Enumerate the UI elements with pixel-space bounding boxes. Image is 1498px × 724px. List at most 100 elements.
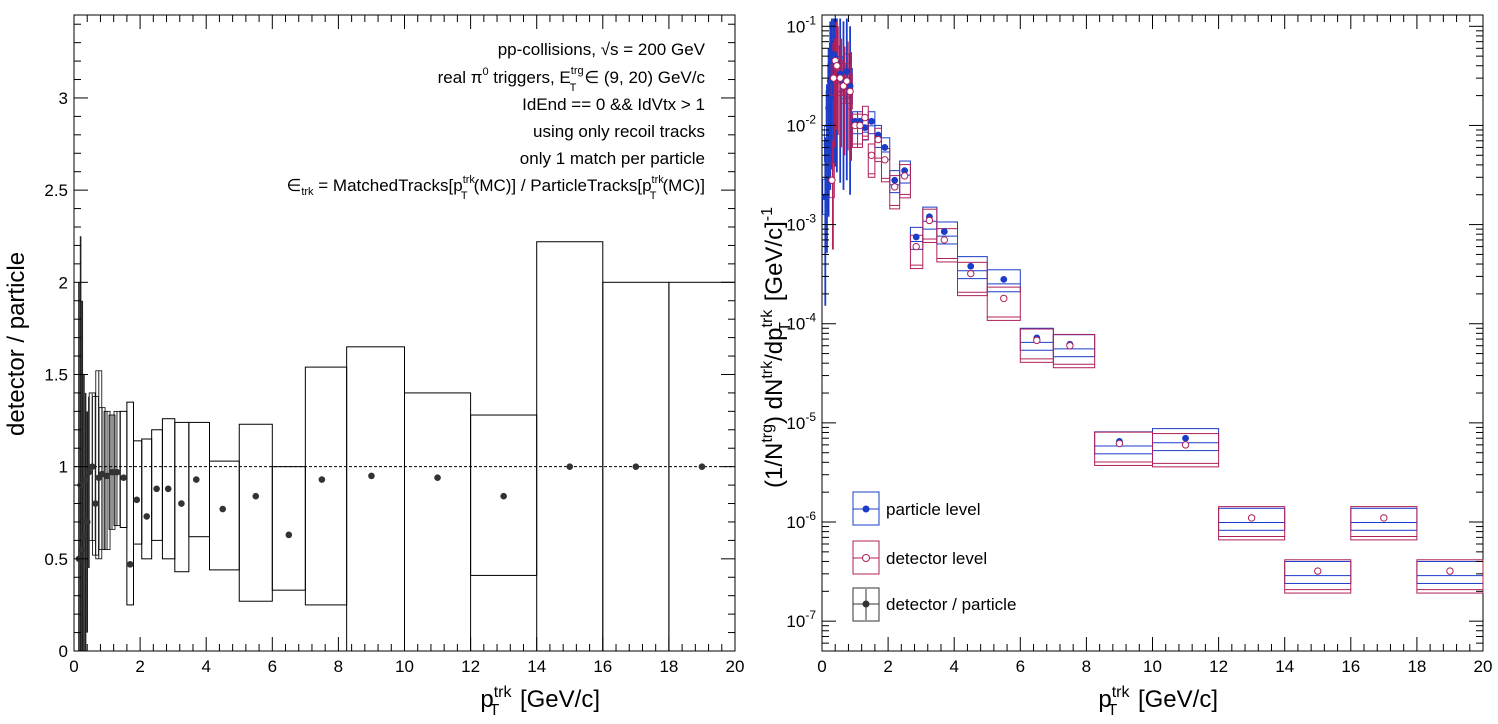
detector-point-4 (836, 74, 844, 82)
left-xtick-label: 12 (461, 657, 480, 676)
detector-box-12 (874, 127, 882, 163)
left-x-ticks: 0 2 4 6 8 10 12 14 16 18 20 (69, 15, 744, 676)
detector-box-20 (986, 286, 1021, 321)
right-data-points (821, 51, 1454, 575)
detector-point-25 (1247, 514, 1256, 522)
legend-marker-detector (862, 554, 870, 562)
legend-label-particle: particle level (886, 500, 981, 519)
left-data-points (75, 463, 706, 568)
detector-box-24 (1152, 433, 1220, 468)
detector-point-27 (1380, 514, 1388, 522)
particle-point-20 (912, 233, 920, 241)
ratio-point-21 (192, 476, 200, 483)
detector-box-23 (1094, 431, 1153, 466)
annotation-3: IdEnd == 0 && IdVtx > 1 (522, 95, 705, 114)
ratio-point-11 (103, 472, 111, 480)
detector-point-0 (828, 176, 836, 184)
ratio-point-17 (143, 513, 151, 520)
left-xtick-label: 20 (726, 657, 745, 676)
ratio-point-13 (113, 468, 121, 476)
ratio-box-18 (151, 429, 163, 541)
annotation-6: ∈trk = MatchedTracks[ptrk T(MC)] / Partic… (287, 174, 705, 202)
ratio-box-22 (209, 460, 240, 571)
particle-point-2 (825, 104, 833, 112)
detector-point-14 (891, 183, 899, 191)
ratio-point-4 (82, 476, 89, 483)
left-ytick-label: 2.5 (44, 181, 68, 200)
right-xtick-label: 10 (1143, 657, 1162, 676)
detector-point-6 (843, 77, 851, 85)
detector-point-11 (867, 151, 876, 159)
particle-point-22 (940, 228, 948, 235)
particle-point-1 (823, 140, 831, 148)
ratio-point-24 (285, 531, 293, 539)
ratio-point-22 (219, 505, 227, 513)
left-xtick-label: 10 (395, 657, 414, 676)
ratio-point-6 (85, 468, 93, 476)
right-xtick-label: 14 (1275, 657, 1294, 676)
detector-point-16 (912, 242, 920, 251)
particle-point-10 (843, 68, 851, 75)
ratio-point-10 (98, 470, 106, 478)
ratio-point-2 (78, 546, 86, 553)
right-y-axis-title: (1/Ntrg) dNtrk/dptrkT [GeV/c]-1 (759, 207, 794, 488)
legend: particle level detector level detector /… (852, 491, 1016, 622)
left-x-axis-title: ptrk T [GeV/c] (480, 684, 600, 719)
detector-point-17 (925, 216, 934, 225)
left-xtick-label: 0 (69, 657, 78, 676)
ratio-point-23 (252, 492, 260, 500)
detector-point-12 (874, 135, 882, 144)
detector-point-24 (1181, 441, 1190, 449)
ratio-point-29 (566, 463, 574, 470)
left-xtick-label: 16 (593, 657, 612, 676)
particle-point-24 (1000, 275, 1008, 283)
left-y-ticks: 0 0.5 1 1.5 2 2.5 3 (44, 23, 735, 661)
annotation-4: using only recoil tracks (533, 122, 705, 141)
detector-point-9 (856, 121, 864, 130)
detector-point-7 (846, 87, 854, 96)
particle-point-17 (881, 144, 889, 151)
ratio-point-26 (368, 472, 375, 480)
left-y-axis-title: detector / particle (3, 252, 30, 436)
ratio-panel: 0 2 4 6 8 10 12 14 16 18 20 0 0.5 1 1.5 2 2.5 3 pp-colli… (3, 14, 744, 719)
ratio-point-14 (120, 474, 127, 482)
detector-box-19 (957, 261, 988, 297)
ratio-point-5 (83, 518, 91, 526)
detector-point-28 (1446, 567, 1454, 575)
right-ytick-label: 10-1 (786, 13, 816, 36)
right-xtick-label: 6 (1016, 657, 1025, 676)
right-ytick-label: 10-5 (786, 410, 816, 433)
left-ytick-label: 3 (59, 89, 68, 108)
detector-box-22 (1052, 333, 1096, 369)
detector-point-19 (967, 269, 975, 278)
detector-box-11 (867, 143, 876, 178)
left-xtick-label: 14 (527, 657, 546, 676)
detector-point-26 (1314, 567, 1322, 575)
annotation-5: only 1 match per particle (520, 149, 705, 168)
left-error-bars (78, 236, 118, 651)
ratio-box-23 (238, 423, 273, 602)
right-ytick-label: 10-7 (786, 608, 816, 631)
right-ytick-label: 10-2 (786, 112, 816, 135)
spectrum-panel: 0 2 4 6 8 10 12 14 16 18 20 10-710-610-510-410-310… (759, 13, 1492, 719)
detector-point-1 (829, 74, 838, 82)
left-xtick-label: 2 (135, 657, 144, 676)
ratio-point-25 (318, 476, 326, 483)
legend-label-detector: detector level (886, 549, 987, 568)
detector-box-28 (1416, 559, 1484, 594)
left-ytick-label: 0 (59, 642, 68, 661)
ratio-box-20 (174, 421, 190, 573)
detector-box-13 (880, 148, 891, 183)
detector-point-10 (861, 113, 869, 122)
particle-point-15 (868, 117, 875, 125)
left-xtick-label: 4 (201, 657, 210, 676)
legend-marker-ratio (862, 600, 870, 608)
ratio-point-20 (178, 500, 185, 507)
ratio-point-16 (133, 496, 141, 504)
annotation-1: pp-collisions, √s = 200 GeV (498, 40, 706, 59)
detector-box-25 (1218, 506, 1286, 541)
detector-box-10 (861, 105, 869, 141)
right-xtick-label: 4 (949, 657, 958, 676)
left-xtick-label: 6 (268, 657, 277, 676)
ratio-point-30 (632, 463, 640, 470)
